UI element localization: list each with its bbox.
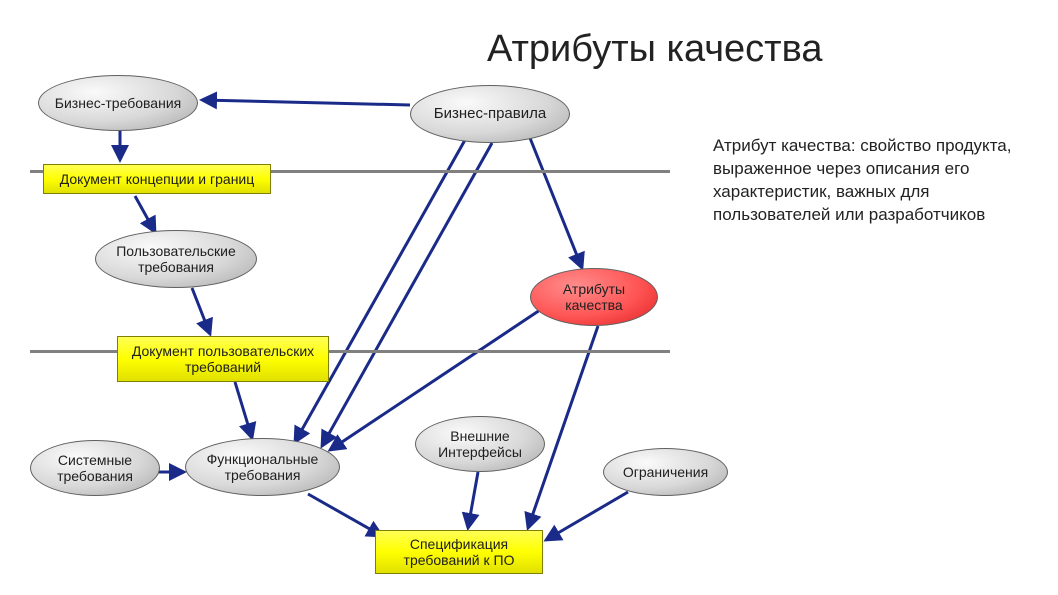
node-quality-attributes: Атрибуты качества bbox=[530, 268, 658, 326]
node-specification: Спецификация требований к ПО bbox=[375, 530, 543, 574]
node-business-requirements: Бизнес-требования bbox=[38, 75, 198, 131]
diagram-canvas: Атрибуты качества Атрибут качества: свой… bbox=[0, 0, 1058, 595]
node-user-requirements: Пользовательские требования bbox=[95, 230, 257, 288]
definition-text: Атрибут качества: свойство продукта, выр… bbox=[713, 135, 1028, 227]
node-external-interfaces: Внешние Интерфейсы bbox=[415, 416, 545, 472]
node-functional-requirements: Функциональные требования bbox=[185, 438, 340, 496]
node-concept-document: Документ концепции и границ bbox=[43, 164, 271, 194]
node-constraints: Ограничения bbox=[603, 448, 728, 496]
node-user-req-document: Документ пользовательских требований bbox=[117, 336, 329, 382]
node-business-rules: Бизнес-правила bbox=[410, 85, 570, 143]
page-title: Атрибуты качества bbox=[487, 28, 822, 71]
node-system-requirements: Системные требования bbox=[30, 440, 160, 496]
